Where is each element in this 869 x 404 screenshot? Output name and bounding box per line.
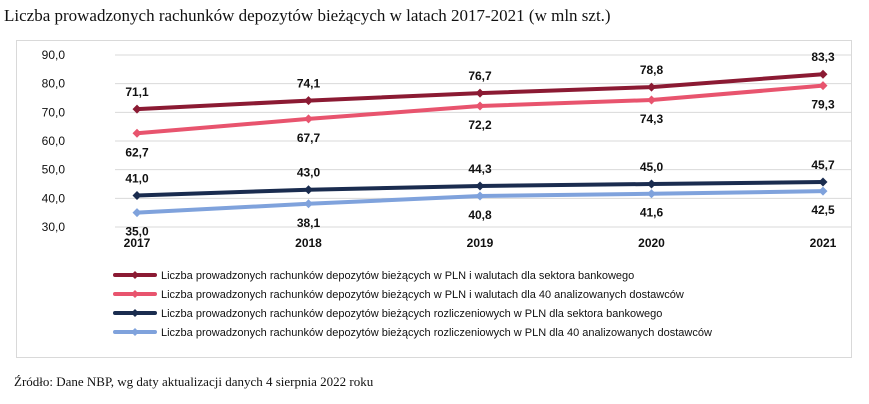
data-label: 41,6 bbox=[640, 206, 664, 220]
data-label: 67,7 bbox=[297, 131, 321, 145]
data-point bbox=[304, 96, 313, 106]
data-point bbox=[647, 82, 656, 92]
x-tick-label: 2021 bbox=[810, 236, 837, 250]
data-label: 76,7 bbox=[468, 69, 492, 83]
data-label: 38,1 bbox=[297, 216, 321, 230]
y-tick-label: 50,0 bbox=[42, 163, 66, 177]
legend-marker bbox=[131, 309, 139, 317]
y-tick-label: 80,0 bbox=[42, 77, 66, 91]
data-label: 78,8 bbox=[640, 63, 664, 77]
data-labels: 71,1 74,1 76,7 78,8 83,3 62,7 67,7 72,2 74,3 79,3… bbox=[125, 50, 835, 238]
data-label: 40,8 bbox=[468, 208, 492, 222]
data-label: 74,1 bbox=[297, 77, 321, 91]
legend-marker bbox=[131, 290, 139, 298]
data-label: 44,3 bbox=[468, 162, 492, 176]
source-note: Źródło: Dane NBP, wg daty aktualizacji d… bbox=[14, 374, 374, 389]
legend-label: Liczba prowadzonych rachunków depozytów … bbox=[161, 327, 712, 339]
data-point bbox=[647, 95, 656, 105]
data-point bbox=[132, 208, 142, 218]
data-label: 71,1 bbox=[125, 85, 149, 99]
chart-title: Liczba prowadzonych rachunków depozytów … bbox=[4, 6, 611, 25]
y-tick-label: 70,0 bbox=[42, 105, 66, 119]
data-point bbox=[818, 81, 828, 91]
data-point bbox=[818, 186, 828, 196]
data-point bbox=[132, 104, 142, 114]
data-label: 45,7 bbox=[811, 158, 835, 172]
x-tick-label: 2019 bbox=[467, 236, 494, 250]
data-label: 45,0 bbox=[640, 160, 664, 174]
line-chart: 30,040,050,060,070,080,090,0 2017 2018 201… bbox=[42, 48, 851, 339]
x-tick-label: 2017 bbox=[124, 236, 151, 250]
data-point bbox=[132, 190, 142, 200]
data-point bbox=[475, 181, 485, 191]
y-tick-label: 30,0 bbox=[42, 220, 66, 234]
series-layer bbox=[132, 69, 828, 218]
data-point bbox=[818, 177, 828, 187]
data-point bbox=[475, 101, 485, 111]
x-tick-label: 2020 bbox=[638, 236, 665, 250]
data-label: 72,2 bbox=[468, 118, 492, 132]
data-label: 35,0 bbox=[125, 225, 149, 239]
legend-marker bbox=[131, 271, 139, 279]
y-axis-ticks: 30,0 40,0 50,0 60,0 70,0 80,0 90,0 bbox=[42, 48, 66, 234]
x-tick-label: 2018 bbox=[295, 236, 322, 250]
data-label: 79,3 bbox=[811, 98, 835, 112]
data-point bbox=[132, 128, 142, 138]
data-point bbox=[475, 88, 485, 98]
y-tick-label: 90,0 bbox=[42, 48, 66, 62]
data-label: 62,7 bbox=[125, 145, 149, 159]
data-label: 43,0 bbox=[297, 166, 321, 180]
data-point bbox=[647, 179, 656, 189]
data-point bbox=[647, 189, 656, 199]
legend-label: Liczba prowadzonych rachunków depozytów … bbox=[161, 289, 684, 301]
data-point bbox=[304, 185, 313, 195]
y-tick-label: 40,0 bbox=[42, 191, 66, 205]
grid-layer bbox=[115, 54, 851, 228]
chart-frame: 30,0 40,0 50,0 60,0 70,0 80,0 90,0 2017 2018 201… bbox=[16, 40, 852, 358]
data-point bbox=[818, 69, 828, 79]
data-label: 83,3 bbox=[811, 50, 835, 64]
legend-label: Liczba prowadzonych rachunków depozytów … bbox=[161, 308, 662, 320]
legend: Liczba prowadzonych rachunków depozytów … bbox=[113, 270, 712, 339]
y-tick-label: 60,0 bbox=[42, 134, 66, 148]
data-label: 41,0 bbox=[125, 171, 149, 185]
x-axis-ticks: 2017 2018 2019 2020 2021 bbox=[124, 236, 837, 250]
data-point bbox=[304, 199, 313, 209]
legend-label: Liczba prowadzonych rachunków depozytów … bbox=[161, 270, 634, 282]
legend-marker bbox=[131, 328, 139, 336]
data-label: 42,5 bbox=[811, 203, 835, 217]
data-point bbox=[475, 191, 485, 201]
data-label: 74,3 bbox=[640, 112, 664, 126]
data-point bbox=[304, 114, 313, 124]
